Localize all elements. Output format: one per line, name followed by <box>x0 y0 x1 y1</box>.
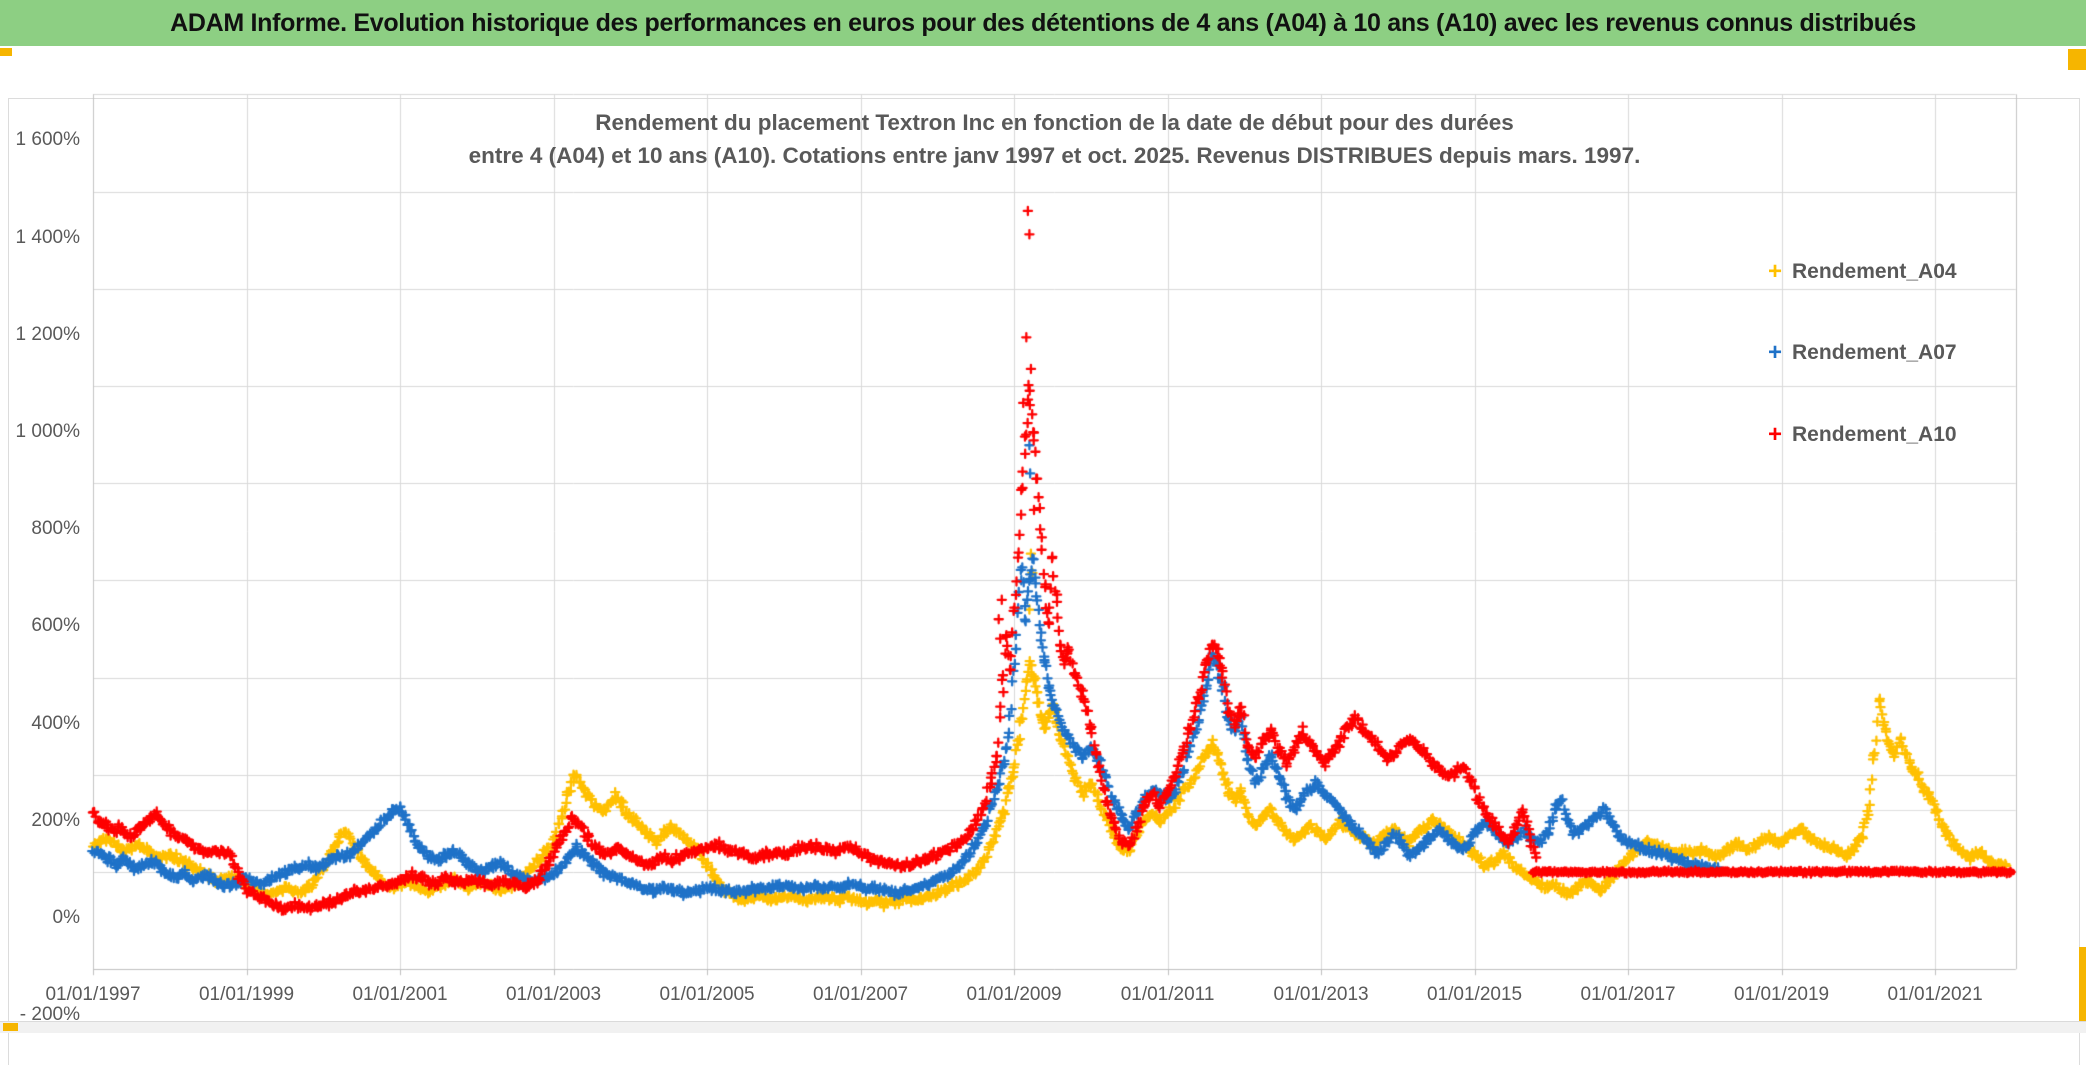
plus-marker-icon: + <box>1768 339 1783 366</box>
plus-marker-icon: + <box>1768 258 1783 285</box>
accent-right-edge <box>2079 947 2086 1021</box>
legend-label-a04: Rendement_A04 <box>1792 260 1957 283</box>
plus-marker-icon: + <box>1768 421 1783 448</box>
y-tick-label: 0% <box>52 907 80 928</box>
chart-title-line1: Rendement du placement Textron Inc en fo… <box>595 110 1514 135</box>
legend-item-a07: + Rendement_A07 <box>1768 341 1957 365</box>
x-tick-label: 01/01/2001 <box>352 984 448 1005</box>
chart-title-line2: entre 4 (A04) et 10 ans (A10). Cotations… <box>468 143 1641 168</box>
x-tick-label: 01/01/2017 <box>1580 984 1676 1005</box>
y-tick-label: 1 400% <box>15 226 80 248</box>
chart-area: Rendement du placement Textron Inc en fo… <box>0 46 2086 1078</box>
header-banner: ADAM Informe. Evolution historique des p… <box>0 0 2086 46</box>
y-tick-label: 600% <box>31 615 80 637</box>
y-tick-label: 400% <box>31 712 80 734</box>
accent-top-left <box>0 48 12 56</box>
y-tick-label: - 200% <box>19 1004 80 1026</box>
bottom-scroll-strip <box>0 1021 2086 1033</box>
y-tick-label: 200% <box>31 809 80 831</box>
x-tick-label: 01/01/2013 <box>1273 984 1369 1005</box>
x-tick-label: 01/01/1999 <box>198 984 295 1005</box>
y-tick-label: 1 200% <box>15 323 80 345</box>
x-tick-label: 01/01/2021 <box>1887 984 1983 1005</box>
header-title: ADAM Informe. Evolution historique des p… <box>170 8 1916 37</box>
x-tick-label: 01/01/2007 <box>812 984 909 1005</box>
x-tick-label: 01/01/2005 <box>659 984 755 1005</box>
accent-top-right <box>2068 49 2086 70</box>
scatter-plot-canvas <box>0 46 2086 1078</box>
y-tick-label: 800% <box>31 518 80 540</box>
legend-item-a04: + Rendement_A04 <box>1768 260 1957 284</box>
x-tick-label: 01/01/2003 <box>505 984 602 1005</box>
accent-bottom-left <box>3 1023 18 1031</box>
x-tick-label: 01/01/2011 <box>1120 984 1215 1005</box>
x-tick-label: 01/01/2019 <box>1734 984 1830 1005</box>
legend-label-a10: Rendement_A10 <box>1792 423 1957 446</box>
y-tick-label: 1 600% <box>15 129 80 151</box>
legend-label-a07: Rendement_A07 <box>1792 341 1957 364</box>
legend-item-a10: + Rendement_A10 <box>1768 423 1957 447</box>
x-tick-label: 01/01/2015 <box>1427 984 1523 1005</box>
y-tick-label: 1 000% <box>15 420 80 442</box>
x-tick-label: 01/01/2009 <box>966 984 1062 1005</box>
x-tick-label: 01/01/1997 <box>45 984 141 1005</box>
